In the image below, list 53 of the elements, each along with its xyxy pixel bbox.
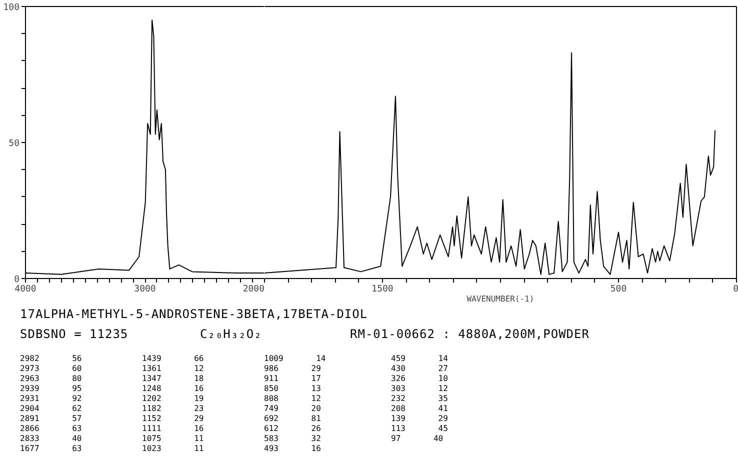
text: 232 35 <box>391 394 448 403</box>
text: 113 45 <box>391 424 448 433</box>
text: 1009 14 <box>264 354 326 363</box>
text: 2963 80 <box>20 374 82 383</box>
x-tick-label: 2000 <box>242 284 265 294</box>
y-tick-label: 50 <box>8 139 20 149</box>
text: 1182 23 <box>142 404 204 413</box>
text: 2833 40 <box>20 434 82 443</box>
text: 1677 63 <box>20 444 82 453</box>
text: 459 14 <box>391 354 448 363</box>
text: 2891 57 <box>20 414 82 423</box>
text: 2939 95 <box>20 384 82 393</box>
text: 692 81 <box>264 414 321 423</box>
text: 1361 12 <box>142 364 204 373</box>
text: 1439 66 <box>142 354 204 363</box>
text: 2904 62 <box>20 404 82 413</box>
text: 2866 63 <box>20 424 82 433</box>
text: 1202 19 <box>142 394 204 403</box>
text: 2982 56 <box>20 354 82 363</box>
x-tick-label: 500 <box>610 284 627 294</box>
text: 97 40 <box>391 434 444 443</box>
text: 1075 11 <box>142 434 204 443</box>
text: 208 41 <box>391 404 448 413</box>
text: 612 26 <box>264 424 321 433</box>
text: 493 16 <box>264 444 321 453</box>
text: 808 12 <box>264 394 321 403</box>
text: 2973 60 <box>20 364 82 373</box>
text: 17ALPHA-METHYL-5-ANDROSTENE-3BETA,17BETA-DIOL <box>20 306 368 323</box>
text: 1248 16 <box>142 384 204 393</box>
x-axis-title: WAVENUMBER(-1) <box>466 294 534 304</box>
y-tick-label: 0 <box>14 275 20 285</box>
x-tick-label: 3000 <box>134 284 156 294</box>
text: 911 17 <box>264 374 321 383</box>
text: 1111 16 <box>142 424 204 433</box>
x-tick-label: 1500 <box>372 284 394 294</box>
text: 326 10 <box>391 374 448 383</box>
text: 1152 29 <box>142 414 204 423</box>
text: 2931 92 <box>20 394 82 403</box>
text: 986 29 <box>264 364 321 373</box>
x-tick-label: 4000 <box>14 284 36 294</box>
text: RM-01-00662 : 4880A,200M,POWDER <box>350 326 590 343</box>
text: 749 20 <box>264 404 321 413</box>
text: 303 12 <box>391 384 448 393</box>
text: 430 27 <box>391 364 448 373</box>
text: 583 32 <box>264 434 321 443</box>
text: 1347 18 <box>142 374 204 383</box>
y-tick-label: 100 <box>3 3 20 13</box>
text: SDBSNO = 11235 <box>20 326 128 343</box>
text: C₂₀H₃₂O₂ <box>200 326 262 343</box>
x-tick-label: 0 <box>733 284 738 294</box>
text: 1023 11 <box>142 444 204 453</box>
text: 139 29 <box>391 414 448 423</box>
text: 850 13 <box>264 384 321 393</box>
